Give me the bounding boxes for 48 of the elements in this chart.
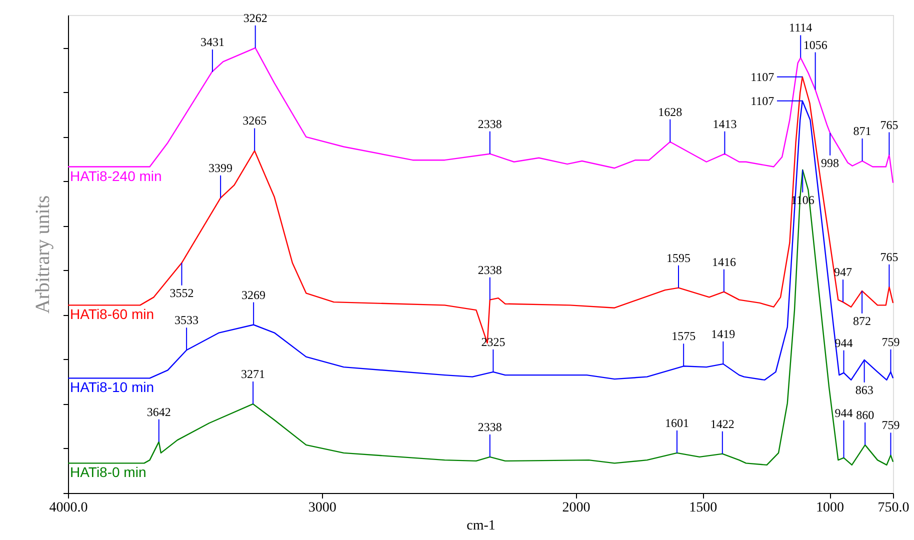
annotation: 1056 [803,38,828,52]
y-axis-title: Arbitrary units [32,195,54,314]
annotation: 1628 [658,104,682,119]
annotation: 3271 [241,366,266,381]
annotation: 860 [856,408,874,422]
annotation: 765 [880,250,898,264]
annotation: 3431 [200,34,224,49]
annotation: 3552 [170,286,194,300]
annotation: 872 [853,314,872,328]
annotation: 2338 [478,262,502,277]
annotation: 1416 [712,254,736,269]
annotation: 759 [882,418,900,432]
annotation: 1595 [666,250,690,265]
annotation: 3269 [242,288,266,302]
annotation: 1422 [710,416,734,431]
x-tick-label: 2000 [562,500,590,516]
x-tick-label: 1000 [816,500,844,516]
x-tick-label: 1500 [689,500,718,516]
annotation: 1419 [711,326,736,341]
annotation: 1601 [664,416,689,430]
annotation: 3399 [208,160,233,175]
annotation: 1107 [750,94,774,108]
annotation: 947 [834,265,852,280]
annotation: 1114 [789,20,812,35]
annotation: 759 [882,334,900,349]
series-label: HATi8-60 min [70,306,154,322]
annotation: 3642 [146,404,171,419]
annotation: 3265 [242,114,267,128]
annotation: 998 [821,156,840,170]
annotation: 871 [853,124,872,138]
annotation: 765 [880,118,898,132]
x-axis-title: cm-1 [466,518,496,534]
annotation: 2338 [478,116,502,131]
annotation: 3262 [243,10,268,25]
annotation: 944 [834,406,853,420]
series-label: HATi8-10 min [70,379,154,396]
annotation: 1575 [672,329,696,344]
annotation: 2325 [481,334,506,349]
annotation: 2338 [478,420,502,434]
series-label: HATi8-240 min [70,168,162,184]
x-tick-label: 4000.0 [49,500,88,516]
annotation: 3533 [174,313,199,328]
x-tick-label: 750.0 [878,500,910,516]
series-label: HATi8-0 min [70,464,146,480]
annotation: 863 [855,382,874,397]
annotation: 1107 [750,70,774,84]
annotation: 1413 [712,116,737,131]
x-tick-label: 3000 [308,500,336,516]
